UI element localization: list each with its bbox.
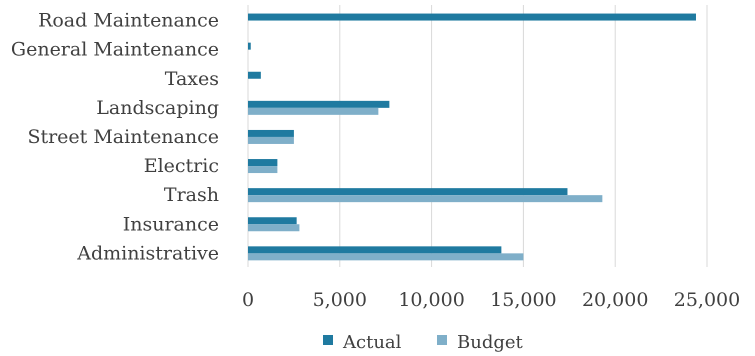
category-label-landscaping: Landscaping bbox=[96, 97, 219, 119]
legend-swatch-budget bbox=[437, 335, 447, 345]
legend-swatch-actual bbox=[323, 335, 333, 345]
category-label-street-maintenance: Street Maintenance bbox=[27, 126, 219, 148]
category-label-trash: Trash bbox=[164, 184, 219, 206]
bar-budget-electric bbox=[248, 166, 278, 174]
x-tick-label: 5,000 bbox=[313, 289, 367, 311]
bar-actual-general-maintenance bbox=[248, 42, 251, 50]
bar-budget-insurance bbox=[248, 224, 300, 232]
category-label-administrative: Administrative bbox=[76, 242, 219, 264]
category-label-general-maintenance: General Maintenance bbox=[11, 39, 219, 61]
x-tick-label: 0 bbox=[242, 289, 254, 311]
legend-label-actual: Actual bbox=[342, 332, 402, 353]
bar-actual-insurance bbox=[248, 217, 297, 225]
bar-budget-administrative bbox=[248, 253, 524, 261]
bar-actual-trash bbox=[248, 188, 568, 196]
x-tick-label: 10,000 bbox=[398, 289, 464, 311]
legend-label-budget: Budget bbox=[457, 332, 524, 353]
category-label-road-maintenance: Road Maintenance bbox=[38, 10, 219, 32]
x-tick-label: 20,000 bbox=[582, 289, 648, 311]
bar-actual-street-maintenance bbox=[248, 129, 294, 137]
category-labels: Road Maintenance General Maintenance Taxes… bbox=[11, 10, 219, 265]
bar-actual-taxes bbox=[248, 71, 261, 79]
bar-budget-street-maintenance bbox=[248, 136, 294, 144]
bar-actual-landscaping bbox=[248, 100, 390, 108]
category-label-insurance: Insurance bbox=[123, 213, 219, 235]
legend: Actual Budget bbox=[323, 332, 524, 353]
x-tick-labels: 0 5,000 10,000 15,000 20,000 25,000 bbox=[242, 289, 740, 311]
bar-actual-administrative bbox=[248, 246, 502, 254]
bar-budget-trash bbox=[248, 195, 603, 203]
bar-budget-landscaping bbox=[248, 107, 379, 115]
category-label-taxes: Taxes bbox=[165, 68, 219, 90]
bar-actual-road-maintenance bbox=[248, 13, 696, 21]
gridlines bbox=[247, 5, 708, 267]
x-tick-label: 15,000 bbox=[490, 289, 556, 311]
x-tick-label: 25,000 bbox=[674, 289, 740, 311]
bars bbox=[248, 13, 696, 261]
bar-actual-electric bbox=[248, 159, 278, 167]
category-label-electric: Electric bbox=[144, 155, 219, 177]
